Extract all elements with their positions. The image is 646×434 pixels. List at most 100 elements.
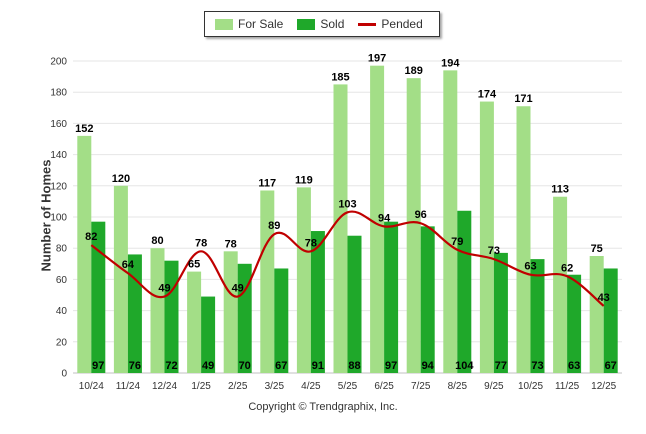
bar-for-sale (406, 78, 421, 373)
x-tick-label: 1/25 (191, 381, 211, 392)
bars (77, 65, 618, 374)
label-sold: 72 (165, 360, 177, 372)
label-pended: 79 (451, 236, 463, 248)
legend-swatch-pended (358, 22, 377, 26)
bar-for-sale (260, 190, 275, 373)
x-tick-label: 8/25 (448, 381, 468, 392)
y-tick-label: 100 (50, 213, 67, 224)
label-for-sale: 185 (331, 71, 349, 83)
label-for-sale: 78 (225, 238, 237, 250)
y-axis-label: Number of Homes (38, 159, 54, 272)
label-sold: 49 (202, 360, 214, 372)
y-tick-label: 200 (50, 57, 67, 68)
label-pended: 94 (378, 212, 391, 224)
bar-sold (347, 235, 362, 373)
label-pended: 43 (598, 292, 610, 304)
x-tick-label: 12/25 (591, 381, 616, 392)
bar-sold (201, 296, 216, 373)
legend-item-for-sale[interactable]: For Sale (215, 17, 283, 31)
label-for-sale: 174 (478, 89, 497, 101)
bar-sold (603, 268, 618, 373)
x-tick-label: 9/25 (484, 381, 504, 392)
label-pended: 78 (195, 237, 207, 249)
label-for-sale: 65 (188, 259, 200, 271)
x-tick-label: 2/25 (228, 381, 248, 392)
y-tick-label: 120 (50, 181, 67, 192)
label-for-sale: 194 (441, 57, 460, 69)
x-tick-label: 11/24 (116, 381, 141, 392)
bar-sold (274, 268, 289, 373)
bar-for-sale (187, 271, 202, 373)
x-tick-label: 11/25 (555, 381, 580, 392)
label-sold: 88 (348, 360, 360, 372)
label-sold: 97 (92, 360, 104, 372)
label-sold: 67 (275, 360, 287, 372)
pended-line (90, 210, 605, 307)
bar-sold (164, 260, 179, 373)
bar-for-sale (479, 101, 494, 373)
bar-for-sale (443, 70, 458, 374)
bar-for-sale (589, 256, 604, 373)
copyright-text: Copyright © Trendgraphix, Inc. (248, 401, 398, 413)
data-labels: 152 97 82 120 76 64 80 72 49 65 49 78 78 70 49 117 67 89 1… (75, 53, 617, 372)
label-sold: 67 (605, 360, 617, 372)
legend-item-sold[interactable]: Sold (297, 17, 344, 31)
label-pended: 63 (524, 261, 536, 273)
x-tick-label: 10/24 (79, 381, 104, 392)
label-sold: 97 (385, 360, 397, 372)
pended-line-path (90, 210, 605, 307)
label-for-sale: 113 (551, 184, 569, 196)
legend-label-sold: Sold (320, 17, 345, 31)
label-sold: 63 (568, 360, 580, 372)
legend-item-pended[interactable]: Pended (358, 17, 423, 31)
label-for-sale: 80 (151, 235, 163, 247)
label-for-sale: 120 (112, 173, 130, 185)
bar-sold (127, 254, 142, 373)
bar-for-sale (333, 84, 348, 374)
y-tick-label: 60 (56, 275, 68, 286)
bar-for-sale (296, 187, 311, 373)
label-pended: 49 (158, 283, 170, 295)
label-sold: 94 (422, 360, 435, 372)
label-for-sale: 171 (514, 93, 532, 105)
legend-swatch-sold (297, 18, 316, 30)
y-tick-label: 0 (61, 369, 67, 380)
label-sold: 70 (239, 360, 251, 372)
x-tick-label: 4/25 (301, 381, 321, 392)
x-tick-label: 5/25 (338, 381, 358, 392)
label-for-sale: 119 (295, 174, 313, 186)
label-pended: 82 (85, 231, 97, 243)
bar-for-sale (553, 196, 568, 373)
label-pended: 64 (122, 259, 135, 271)
bar-sold (91, 221, 106, 373)
x-tick-label: 3/25 (265, 381, 285, 392)
label-for-sale: 197 (368, 53, 386, 65)
label-sold: 91 (312, 360, 324, 372)
bar-sold (530, 259, 545, 373)
bar-for-sale (516, 106, 531, 374)
bar-for-sale (223, 251, 238, 373)
x-axis-ticks: 10/24 11/24 12/24 1/25 2/25 3/25 4/25 5/25 6/25 7… (79, 381, 617, 392)
y-axis-ticks: 0 20 40 60 80 100 120 140 160 180 200 (50, 57, 67, 380)
label-pended: 73 (488, 245, 500, 257)
legend: For Sale Sold Pended (204, 11, 440, 37)
x-tick-label: 10/25 (518, 381, 543, 392)
y-tick-label: 20 (56, 337, 68, 348)
label-sold: 73 (531, 360, 543, 372)
label-pended: 103 (338, 198, 356, 210)
bar-sold (237, 263, 252, 373)
label-pended: 89 (268, 220, 280, 232)
label-sold: 77 (495, 360, 507, 372)
y-tick-label: 40 (56, 306, 68, 317)
legend-swatch-for-sale (215, 18, 233, 30)
label-sold: 76 (129, 360, 141, 372)
y-tick-label: 140 (50, 150, 67, 161)
legend-label-for-sale: For Sale (238, 17, 284, 31)
label-pended: 49 (232, 283, 244, 295)
y-tick-label: 180 (50, 88, 67, 99)
label-pended: 78 (305, 237, 317, 249)
bar-sold (567, 274, 582, 373)
y-tick-label: 160 (50, 119, 67, 130)
label-for-sale: 152 (75, 123, 93, 135)
